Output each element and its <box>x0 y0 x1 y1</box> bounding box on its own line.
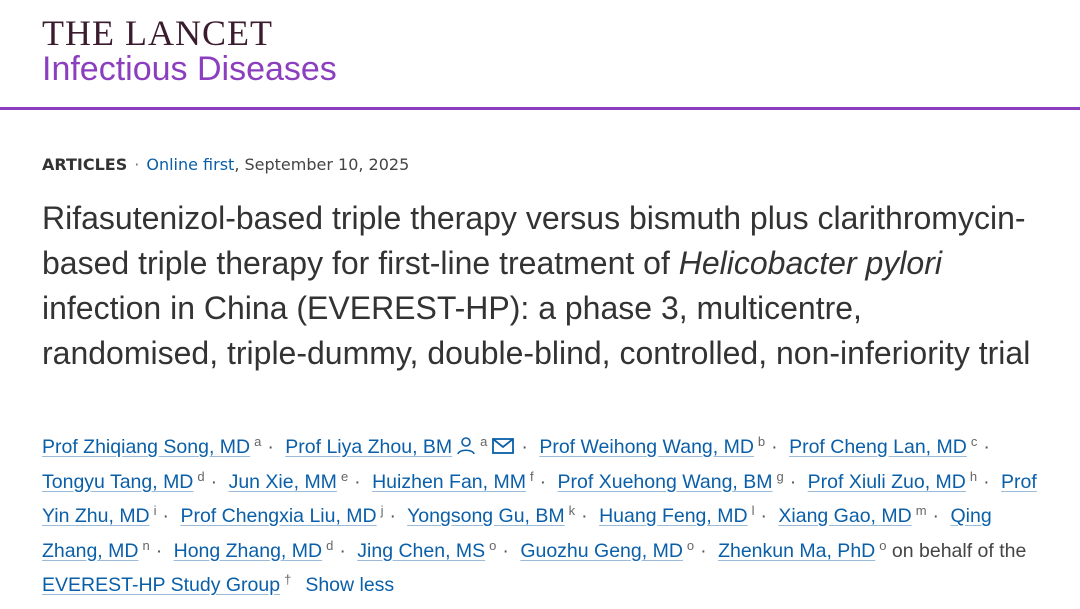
author-name[interactable]: Zhenkun Ma, PhD <box>718 539 876 562</box>
author-name[interactable]: Qing Zhang, MD <box>42 505 992 562</box>
author: Prof Yin Zhu, MD i <box>42 471 1037 528</box>
affiliation: b <box>757 434 766 449</box>
author-list: Prof Zhiqiang Song, MD a · Prof Liya Zhou,… <box>42 430 1057 603</box>
affiliation: a <box>480 434 488 449</box>
author: Prof Cheng Lan, MD c <box>789 434 978 458</box>
journal-subtitle[interactable]: Infectious Diseases <box>42 50 337 88</box>
author: Hong Zhang, MD d <box>173 537 334 562</box>
separator: · <box>354 470 361 493</box>
affiliation: d <box>197 468 205 484</box>
separator: · <box>502 539 509 562</box>
date: , September 10, 2025 <box>234 155 410 174</box>
affiliation: j <box>380 503 384 518</box>
author: Qing Zhang, MD n <box>42 505 992 562</box>
person-icon[interactable] <box>456 436 476 456</box>
author: Xiang Gao, MD m <box>778 503 927 527</box>
affiliation: k <box>568 503 576 518</box>
author: Prof Zhiqiang Song, MD a <box>42 434 262 458</box>
separator: · <box>581 505 588 527</box>
author: Prof Weihong Wang, MD b <box>539 434 766 458</box>
title-segment: Rifasutenizol-based triple therapy versu… <box>42 200 1026 281</box>
affiliation: f <box>529 468 534 484</box>
author: Prof Liya Zhou, BM a <box>285 434 515 458</box>
author-name[interactable]: Prof Liya Zhou, BM <box>285 436 453 458</box>
affiliation: h <box>969 468 978 484</box>
author-name[interactable]: Yongsong Gu, BM <box>407 505 565 527</box>
journal-name[interactable]: THE LANCET <box>42 13 273 53</box>
separator: · <box>339 539 346 562</box>
author-name[interactable]: Xiang Gao, MD <box>778 505 912 527</box>
affiliation: o <box>686 537 695 553</box>
affiliation: l <box>751 503 755 518</box>
article-meta: ARTICLES · Online first, September 10, 202… <box>42 155 409 174</box>
title-segment: Helicobacter pylori <box>678 245 942 281</box>
status-link[interactable]: Online first <box>146 155 235 174</box>
author: Jing Chen, MS o <box>357 537 497 562</box>
affiliation: c <box>970 434 978 449</box>
email-icon[interactable] <box>491 436 515 456</box>
separator: · <box>134 155 140 174</box>
author: Huang Feng, MD l <box>599 503 755 527</box>
author-name[interactable]: Prof Chengxia Liu, MD <box>180 505 377 527</box>
affiliation: † <box>284 572 292 587</box>
affiliation: o <box>879 537 887 553</box>
separator: · <box>155 539 163 562</box>
author: Tongyu Tang, MD d <box>42 468 205 493</box>
separator: · <box>162 505 170 527</box>
separator: · <box>771 436 778 458</box>
separator: · <box>760 505 767 527</box>
author-name[interactable]: Tongyu Tang, MD <box>42 470 194 493</box>
group-name[interactable]: EVEREST-HP Study Group <box>42 574 281 596</box>
separator: · <box>521 436 528 458</box>
author-name[interactable]: Guozhu Geng, MD <box>520 539 683 562</box>
affiliation: o <box>489 537 497 553</box>
author-name[interactable]: Prof Zhiqiang Song, MD <box>42 436 251 458</box>
separator: · <box>983 470 990 493</box>
affiliation: n <box>142 537 150 553</box>
author-name[interactable]: Prof Xiuli Zuo, MD <box>807 470 966 493</box>
author-name[interactable]: Jing Chen, MS <box>357 539 486 562</box>
separator: · <box>389 505 397 527</box>
author: Prof Xuehong Wang, BM g <box>557 468 784 493</box>
separator: · <box>539 470 547 493</box>
title-segment: infection in China (EVEREST-HP): a phase… <box>42 290 1031 371</box>
site-header: THE LANCET Infectious Diseases <box>0 0 1080 110</box>
behalf-text: on behalf of the <box>891 539 1027 562</box>
author: Zhenkun Ma, PhD o <box>718 537 887 562</box>
separator: · <box>983 436 990 458</box>
separator: · <box>267 436 274 458</box>
author-name[interactable]: Prof Yin Zhu, MD <box>42 470 1037 528</box>
affiliation: g <box>776 468 784 484</box>
separator: · <box>210 470 218 493</box>
author-name[interactable]: Huang Feng, MD <box>599 505 748 527</box>
separator: · <box>700 539 707 562</box>
author: Prof Chengxia Liu, MD j <box>180 503 384 527</box>
author-name[interactable]: Hong Zhang, MD <box>173 539 323 562</box>
affiliation: m <box>915 503 927 518</box>
separator: · <box>932 505 940 527</box>
separator: · <box>789 470 797 493</box>
author-name[interactable]: Jun Xie, MM <box>228 470 337 493</box>
author: Jun Xie, MM e <box>228 468 349 493</box>
author: Prof Xiuli Zuo, MD h <box>807 468 978 493</box>
affiliation: a <box>254 434 262 449</box>
article-title: Rifasutenizol-based triple therapy versu… <box>42 196 1042 376</box>
section-label: ARTICLES <box>42 155 128 174</box>
author: Guozhu Geng, MD o <box>520 537 695 562</box>
author-name[interactable]: Huizhen Fan, MM <box>372 470 526 493</box>
author-name[interactable]: Prof Xuehong Wang, BM <box>557 470 773 493</box>
affiliation: d <box>326 537 334 553</box>
show-less[interactable]: Show less <box>305 574 395 596</box>
affiliation: i <box>153 503 157 518</box>
affiliation: e <box>340 468 349 484</box>
author: Yongsong Gu, BM k <box>407 503 576 527</box>
author-name[interactable]: Prof Weihong Wang, MD <box>539 436 754 458</box>
author-name[interactable]: Prof Cheng Lan, MD <box>789 436 967 458</box>
author: Huizhen Fan, MM f <box>372 468 534 493</box>
